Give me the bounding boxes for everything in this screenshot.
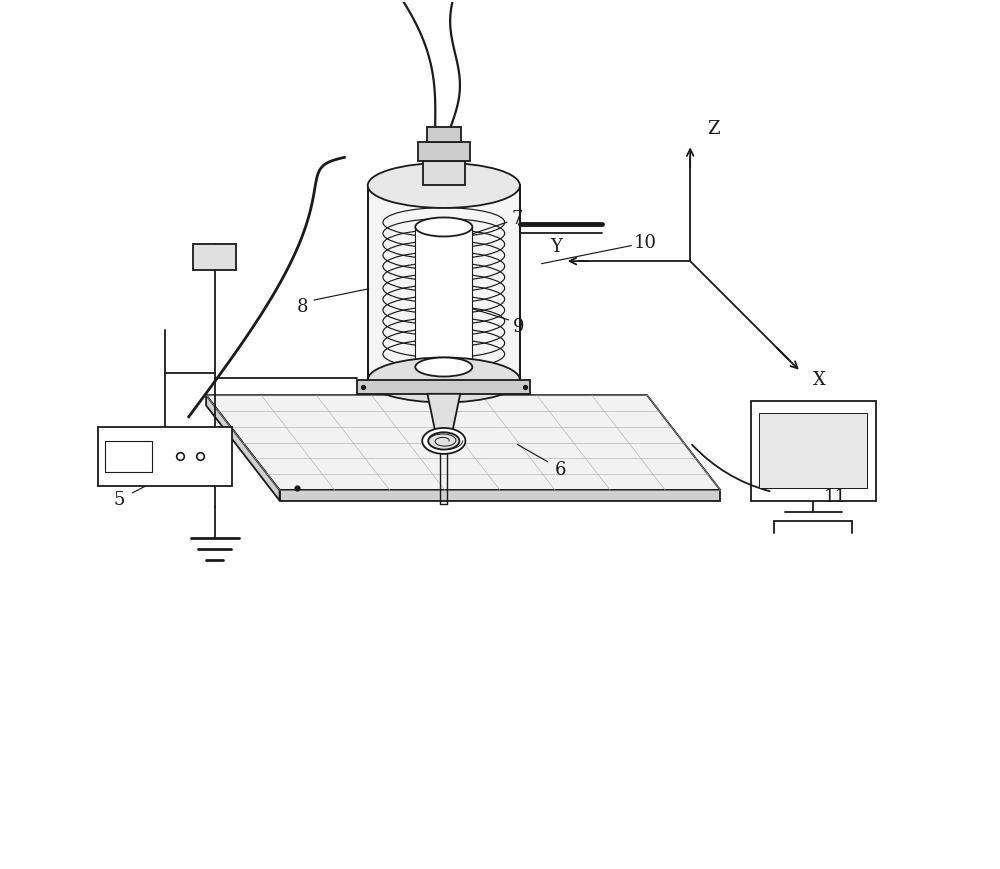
Text: 10: 10 [634,234,657,252]
Bar [105,441,152,473]
Ellipse shape [415,358,472,377]
Text: Y: Y [550,237,562,255]
Ellipse shape [422,428,465,454]
Ellipse shape [415,218,472,237]
Polygon shape [206,395,720,491]
Text: 8: 8 [297,298,309,315]
Text: 9: 9 [513,317,525,335]
Bar [193,244,236,270]
Bar [751,401,876,501]
Bar [418,143,470,163]
Polygon shape [280,491,720,501]
Bar [759,414,867,489]
Ellipse shape [428,433,459,450]
Text: X: X [813,370,826,388]
Polygon shape [206,395,280,501]
Bar [98,428,232,487]
Bar [368,186,520,381]
Ellipse shape [368,164,520,209]
Text: 11: 11 [824,488,847,506]
Bar [357,381,530,395]
Polygon shape [427,395,460,435]
Bar [427,128,461,143]
Bar [415,228,472,368]
Ellipse shape [368,358,520,403]
Text: 7: 7 [512,209,523,228]
Text: 5: 5 [114,490,125,508]
Bar [423,163,465,186]
Text: Z: Z [707,120,720,138]
Text: 6: 6 [555,460,566,478]
